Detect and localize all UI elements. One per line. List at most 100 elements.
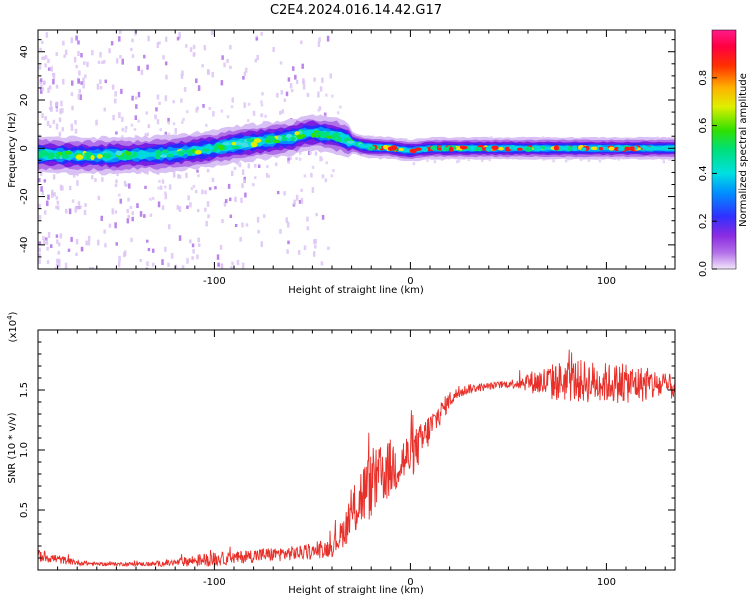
- spectrogram-noise-cell: [38, 241, 42, 245]
- spectrogram-noise-cell: [144, 133, 147, 137]
- snr-x-tick-label: -100: [203, 577, 226, 588]
- spectrogram-noise-cell: [314, 151, 318, 156]
- spectrogram-noise-cell: [311, 165, 315, 169]
- spectrogram-noise-cell: [80, 246, 84, 252]
- spectrogram-noise-cell: [158, 101, 161, 105]
- spectrogram-peak: [296, 134, 304, 140]
- spectrogram-noise-cell: [283, 191, 286, 196]
- spectrogram-noise-cell: [220, 109, 224, 113]
- spectrogram-noise-cell: [233, 166, 237, 170]
- spectrogram-noise-cell: [174, 264, 178, 269]
- spectrogram-noise-cell: [147, 124, 151, 129]
- spectrogram-noise-cell: [287, 240, 290, 245]
- spectrogram-noise-cell: [70, 123, 73, 127]
- spectrogram-peak: [334, 135, 340, 139]
- spectrogram-noise-cell: [57, 242, 61, 247]
- spectrogram-noise-cell: [286, 249, 289, 254]
- spectrogram-noise-cell: [44, 55, 48, 60]
- spectrogram-peak: [524, 146, 533, 152]
- spectrogram-peak: [377, 145, 382, 150]
- spectrogram-noise-cell: [252, 110, 256, 116]
- spectrogram-noise-cell: [143, 54, 146, 59]
- spectrogram-noise-cell: [287, 77, 291, 82]
- spectrogram-peak: [346, 140, 355, 144]
- snr-y-tick-label: 0.5: [19, 502, 30, 518]
- spectrogram-noise-cell: [231, 261, 234, 266]
- spectrogram-peak: [358, 143, 367, 148]
- spectrogram-noise-cell: [60, 100, 63, 107]
- spectrogram-noise-cell: [298, 199, 302, 204]
- spectrogram-noise-cell: [119, 198, 123, 204]
- spectrogram-noise-cell: [226, 115, 230, 119]
- spectrogram-noise-cell: [58, 131, 62, 137]
- spectrogram-noise-cell: [47, 67, 51, 71]
- spectrogram-peak: [176, 151, 183, 155]
- spectrogram-noise-cell: [84, 203, 87, 207]
- spectrogram-noise-cell: [146, 64, 149, 70]
- spectrogram-noise-cell: [203, 45, 207, 51]
- spectrogram-peak: [617, 147, 626, 151]
- spectrogram-noise-cell: [123, 180, 127, 186]
- spectrogram-peak: [383, 144, 389, 150]
- spectrogram-noise-cell: [72, 173, 76, 178]
- spectrogram-noise-cell: [49, 124, 52, 128]
- spectrogram-noise-cell: [99, 79, 102, 85]
- spectrogram-noise-cell: [230, 265, 233, 269]
- spectrogram-noise-cell: [217, 262, 220, 267]
- spectrogram-noise-cell: [125, 183, 128, 187]
- spectrogram-noise-cell: [236, 162, 240, 166]
- spectrogram-peak: [115, 150, 123, 156]
- spectrogram-noise-cell: [254, 163, 257, 168]
- spectrogram-peak: [185, 149, 193, 153]
- spectrogram-noise-cell: [91, 267, 95, 269]
- spectrogram-noise-cell: [197, 243, 201, 247]
- spectrogram-peak: [509, 145, 517, 151]
- spectrogram-noise-cell: [71, 105, 74, 111]
- colorbar-label: Normalized spectral amplitude: [738, 73, 749, 227]
- spectrogram-noise-cell: [426, 158, 429, 162]
- spectrogram-noise-cell: [49, 100, 53, 106]
- spectrogram-noise-cell: [82, 77, 85, 84]
- spectrogram-noise-cell: [332, 169, 335, 173]
- spectrogram-noise-cell: [189, 239, 192, 244]
- spectrogram-noise-cell: [260, 103, 264, 107]
- spectrogram-noise-cell: [192, 248, 195, 254]
- spectrogram-noise-cell: [156, 94, 160, 100]
- spectrogram-noise-cell: [83, 209, 87, 216]
- spectrogram-noise-cell: [164, 61, 168, 66]
- spectrogram-noise-cell: [208, 187, 212, 191]
- spectrogram-frame: [37, 29, 676, 270]
- spectrogram-noise-cell: [206, 201, 210, 207]
- spectrogram-noise-cell: [170, 252, 174, 259]
- spectrogram-noise-cell: [167, 117, 170, 123]
- spectrogram-noise-cell: [115, 131, 118, 135]
- spectrogram-noise-cell: [59, 233, 63, 239]
- spectrogram-peak: [294, 131, 300, 136]
- spectrogram-noise-cell: [317, 91, 320, 98]
- spectrogram-noise-cell: [79, 94, 82, 101]
- spectrogram-noise-cell: [121, 58, 124, 65]
- spectrogram-noise-cell: [564, 159, 568, 163]
- spectrogram-noise-cell: [265, 172, 269, 178]
- spectrogram-noise-cell: [189, 202, 192, 208]
- spectrogram-noise-cell: [58, 117, 62, 122]
- spectrogram-noise-cell: [192, 52, 196, 56]
- spectrogram-noise-cell: [53, 192, 56, 197]
- spectrogram-noise-cell: [157, 186, 160, 190]
- spectrogram-noise-cell: [191, 256, 194, 260]
- spectrogram-noise-cell: [44, 63, 47, 68]
- spectrogram-noise-cell: [325, 161, 329, 165]
- spectrogram-noise-cell: [167, 262, 170, 267]
- spectrogram-noise-cell: [183, 87, 187, 92]
- spectrogram-noise-cell: [205, 123, 208, 127]
- spectrogram-noise-cell: [187, 195, 190, 201]
- spectrogram-noise-cell: [77, 201, 81, 206]
- spectrogram-noise-cell: [38, 178, 41, 183]
- spectrogram-noise-cell: [279, 229, 282, 234]
- spectrogram-noise-cell: [306, 92, 310, 97]
- spectrogram-noise-cell: [319, 86, 323, 92]
- spectrogram-noise-cell: [190, 186, 194, 190]
- spectrogram-noise-cell: [84, 74, 87, 78]
- spectrogram-noise-cell: [329, 73, 333, 79]
- spectrogram-peak: [212, 147, 218, 153]
